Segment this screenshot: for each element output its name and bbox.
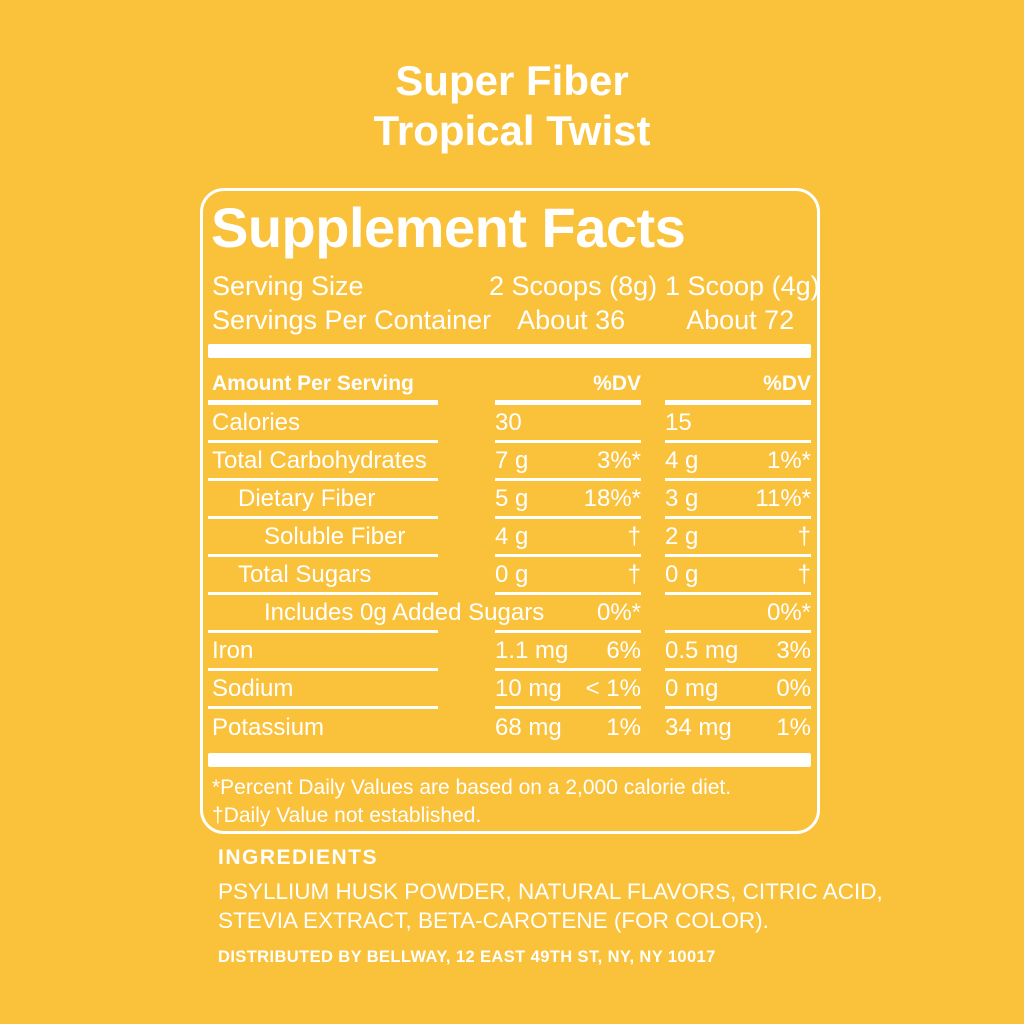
nutrient-values-col2: 3 g 11%* xyxy=(665,481,811,519)
divider-bar-top xyxy=(208,344,811,358)
nutrient-values-col1: 0 g † xyxy=(495,557,641,595)
product-title: Super Fiber Tropical Twist xyxy=(0,56,1024,156)
servings-per-container-col2: About 72 xyxy=(686,305,795,335)
servings-per-container-label: Servings Per Container xyxy=(212,305,492,335)
nutrient-amount: 1.1 mg xyxy=(495,636,569,664)
ingredients-line-1: PSYLLIUM HUSK POWDER, NATURAL FLAVORS, C… xyxy=(218,879,883,904)
nutrient-values-col1: 7 g 3%* xyxy=(495,443,641,481)
nutrient-values-col1: 68 mg 1% xyxy=(495,709,641,747)
nutrient-dv: † xyxy=(627,522,641,550)
nutrient-amount: 30 xyxy=(495,408,522,436)
nutrient-row: Potassium 68 mg 1% 34 mg 1% xyxy=(208,709,811,747)
nutrient-values-col1: 10 mg < 1% xyxy=(495,671,641,709)
nutrient-label: Dietary Fiber xyxy=(208,481,438,519)
nutrient-values-col2: 4 g 1%* xyxy=(665,443,811,481)
nutrient-row: Iron 1.1 mg 6% 0.5 mg 3% xyxy=(208,633,811,671)
dv-header-col1: %DV xyxy=(495,367,641,405)
nutrient-amount: 4 g xyxy=(495,522,529,550)
nutrient-dv: 1% xyxy=(606,714,641,741)
nutrition-table: Amount Per Serving %DV %DV Calories 30 1… xyxy=(208,367,811,747)
nutrient-amount: 15 xyxy=(665,408,692,436)
nutrient-dv: 3% xyxy=(776,636,811,664)
ingredients-line-2: STEVIA EXTRACT, BETA-CAROTENE (FOR COLOR… xyxy=(218,907,769,933)
nutrient-dv: 1% xyxy=(776,714,811,741)
nutrient-values-col2: 15 xyxy=(665,405,811,443)
footnote-daily-values: *Percent Daily Values are based on a 2,0… xyxy=(212,776,732,799)
nutrient-values-col2: 0.5 mg 3% xyxy=(665,633,811,671)
ingredients-heading: INGREDIENTS xyxy=(218,846,379,869)
nutrient-values-col1: 5 g 18%* xyxy=(495,481,641,519)
nutrient-dv: † xyxy=(797,522,811,550)
nutrient-amount: 3 g xyxy=(665,484,699,512)
nutrient-dv: † xyxy=(627,560,641,588)
table-header-row: Amount Per Serving %DV %DV xyxy=(208,367,811,405)
servings-per-container-col1: About 36 xyxy=(517,305,626,335)
nutrient-values-col1: 30 xyxy=(495,405,641,443)
amount-per-serving-header: Amount Per Serving xyxy=(208,367,438,405)
footnotes: *Percent Daily Values are based on a 2,0… xyxy=(208,774,811,830)
serving-size-row: Serving Size 2 Scoops (8g) 1 Scoop (4g) xyxy=(208,269,820,303)
nutrient-values-col1: 1.1 mg 6% xyxy=(495,633,641,671)
product-name: Super Fiber xyxy=(395,57,629,104)
nutrient-dv: 3%* xyxy=(596,446,641,474)
nutrient-dv: 0%* xyxy=(766,598,811,626)
nutrient-row: Includes 0g Added Sugars 0%* 0%* xyxy=(208,595,811,633)
nutrient-label: Total Sugars xyxy=(208,557,438,595)
nutrient-dv: 6% xyxy=(606,636,641,664)
nutrient-row: Dietary Fiber 5 g 18%* 3 g 11%* xyxy=(208,481,811,519)
ingredients-section: INGREDIENTS PSYLLIUM HUSK POWDER, NATURA… xyxy=(218,846,883,967)
nutrient-dv: 1%* xyxy=(766,446,811,474)
nutrient-row: Total Carbohydrates 7 g 3%* 4 g 1%* xyxy=(208,443,811,481)
nutrient-amount: 0 g xyxy=(665,560,699,588)
nutrient-amount: 7 g xyxy=(495,446,529,474)
nutrient-values-col2: 0 mg 0% xyxy=(665,671,811,709)
nutrient-label: Includes 0g Added Sugars xyxy=(208,595,544,633)
distributor-info: DISTRIBUTED BY BELLWAY, 12 EAST 49TH ST,… xyxy=(218,948,716,966)
dv-header-col2: %DV xyxy=(665,367,811,405)
nutrient-amount: 5 g xyxy=(495,484,529,512)
supplement-facts-panel: Supplement Facts Serving Size 2 Scoops (… xyxy=(200,188,820,834)
nutrient-amount: 0.5 mg xyxy=(665,636,739,664)
nutrient-dv: 11%* xyxy=(755,484,811,512)
nutrient-dv: 0% xyxy=(776,674,811,702)
nutrient-values-col2: 0 g † xyxy=(665,557,811,595)
serving-info: Serving Size 2 Scoops (8g) 1 Scoop (4g) … xyxy=(208,269,820,337)
nutrient-row: Sodium 10 mg < 1% 0 mg 0% xyxy=(208,671,811,709)
nutrient-amount: 4 g xyxy=(665,446,699,474)
nutrient-values-col1: 0%* xyxy=(495,595,641,633)
nutrient-row: Soluble Fiber 4 g † 2 g † xyxy=(208,519,811,557)
nutrient-amount: 68 mg xyxy=(495,714,562,741)
nutrient-label: Calories xyxy=(208,405,438,443)
nutrient-row: Total Sugars 0 g † 0 g † xyxy=(208,557,811,595)
nutrient-rows: Calories 30 15 Total Carbohydrates 7 g 3%… xyxy=(208,405,811,747)
nutrient-amount: 34 mg xyxy=(665,714,732,741)
nutrient-values-col2: 0%* xyxy=(665,595,811,633)
nutrient-dv: 0%* xyxy=(596,598,641,626)
nutrient-values-col1: 4 g † xyxy=(495,519,641,557)
nutrient-label: Potassium xyxy=(212,714,325,741)
nutrient-dv: < 1% xyxy=(585,674,641,702)
servings-per-container-row: Servings Per Container About 36 About 72 xyxy=(208,303,811,337)
serving-size-col1: 2 Scoops (8g) xyxy=(489,271,658,301)
nutrient-values-col2: 2 g † xyxy=(665,519,811,557)
nutrient-dv: † xyxy=(797,560,811,588)
nutrient-label: Iron xyxy=(208,633,438,671)
nutrient-row: Calories 30 15 xyxy=(208,405,811,443)
nutrient-values-col2: 34 mg 1% xyxy=(665,709,811,747)
nutrient-amount: 0 mg xyxy=(665,674,719,702)
nutrient-amount: 0 g xyxy=(495,560,529,588)
ingredients-list: PSYLLIUM HUSK POWDER, NATURAL FLAVORS, C… xyxy=(218,878,883,935)
panel-heading: Supplement Facts xyxy=(211,196,686,259)
product-flavor: Tropical Twist xyxy=(373,107,651,154)
nutrient-label: Sodium xyxy=(208,671,438,709)
serving-size-col2: 1 Scoop (4g) xyxy=(665,271,820,301)
nutrient-amount: 2 g xyxy=(665,522,699,550)
nutrient-amount: 10 mg xyxy=(495,674,562,702)
serving-size-label: Serving Size xyxy=(212,271,364,301)
nutrient-dv: 18%* xyxy=(583,484,641,512)
divider-bar-bottom xyxy=(208,753,811,767)
nutrient-label: Soluble Fiber xyxy=(208,519,438,557)
nutrient-label: Total Carbohydrates xyxy=(208,443,438,481)
footnote-dagger: †Daily Value not established. xyxy=(212,804,482,827)
